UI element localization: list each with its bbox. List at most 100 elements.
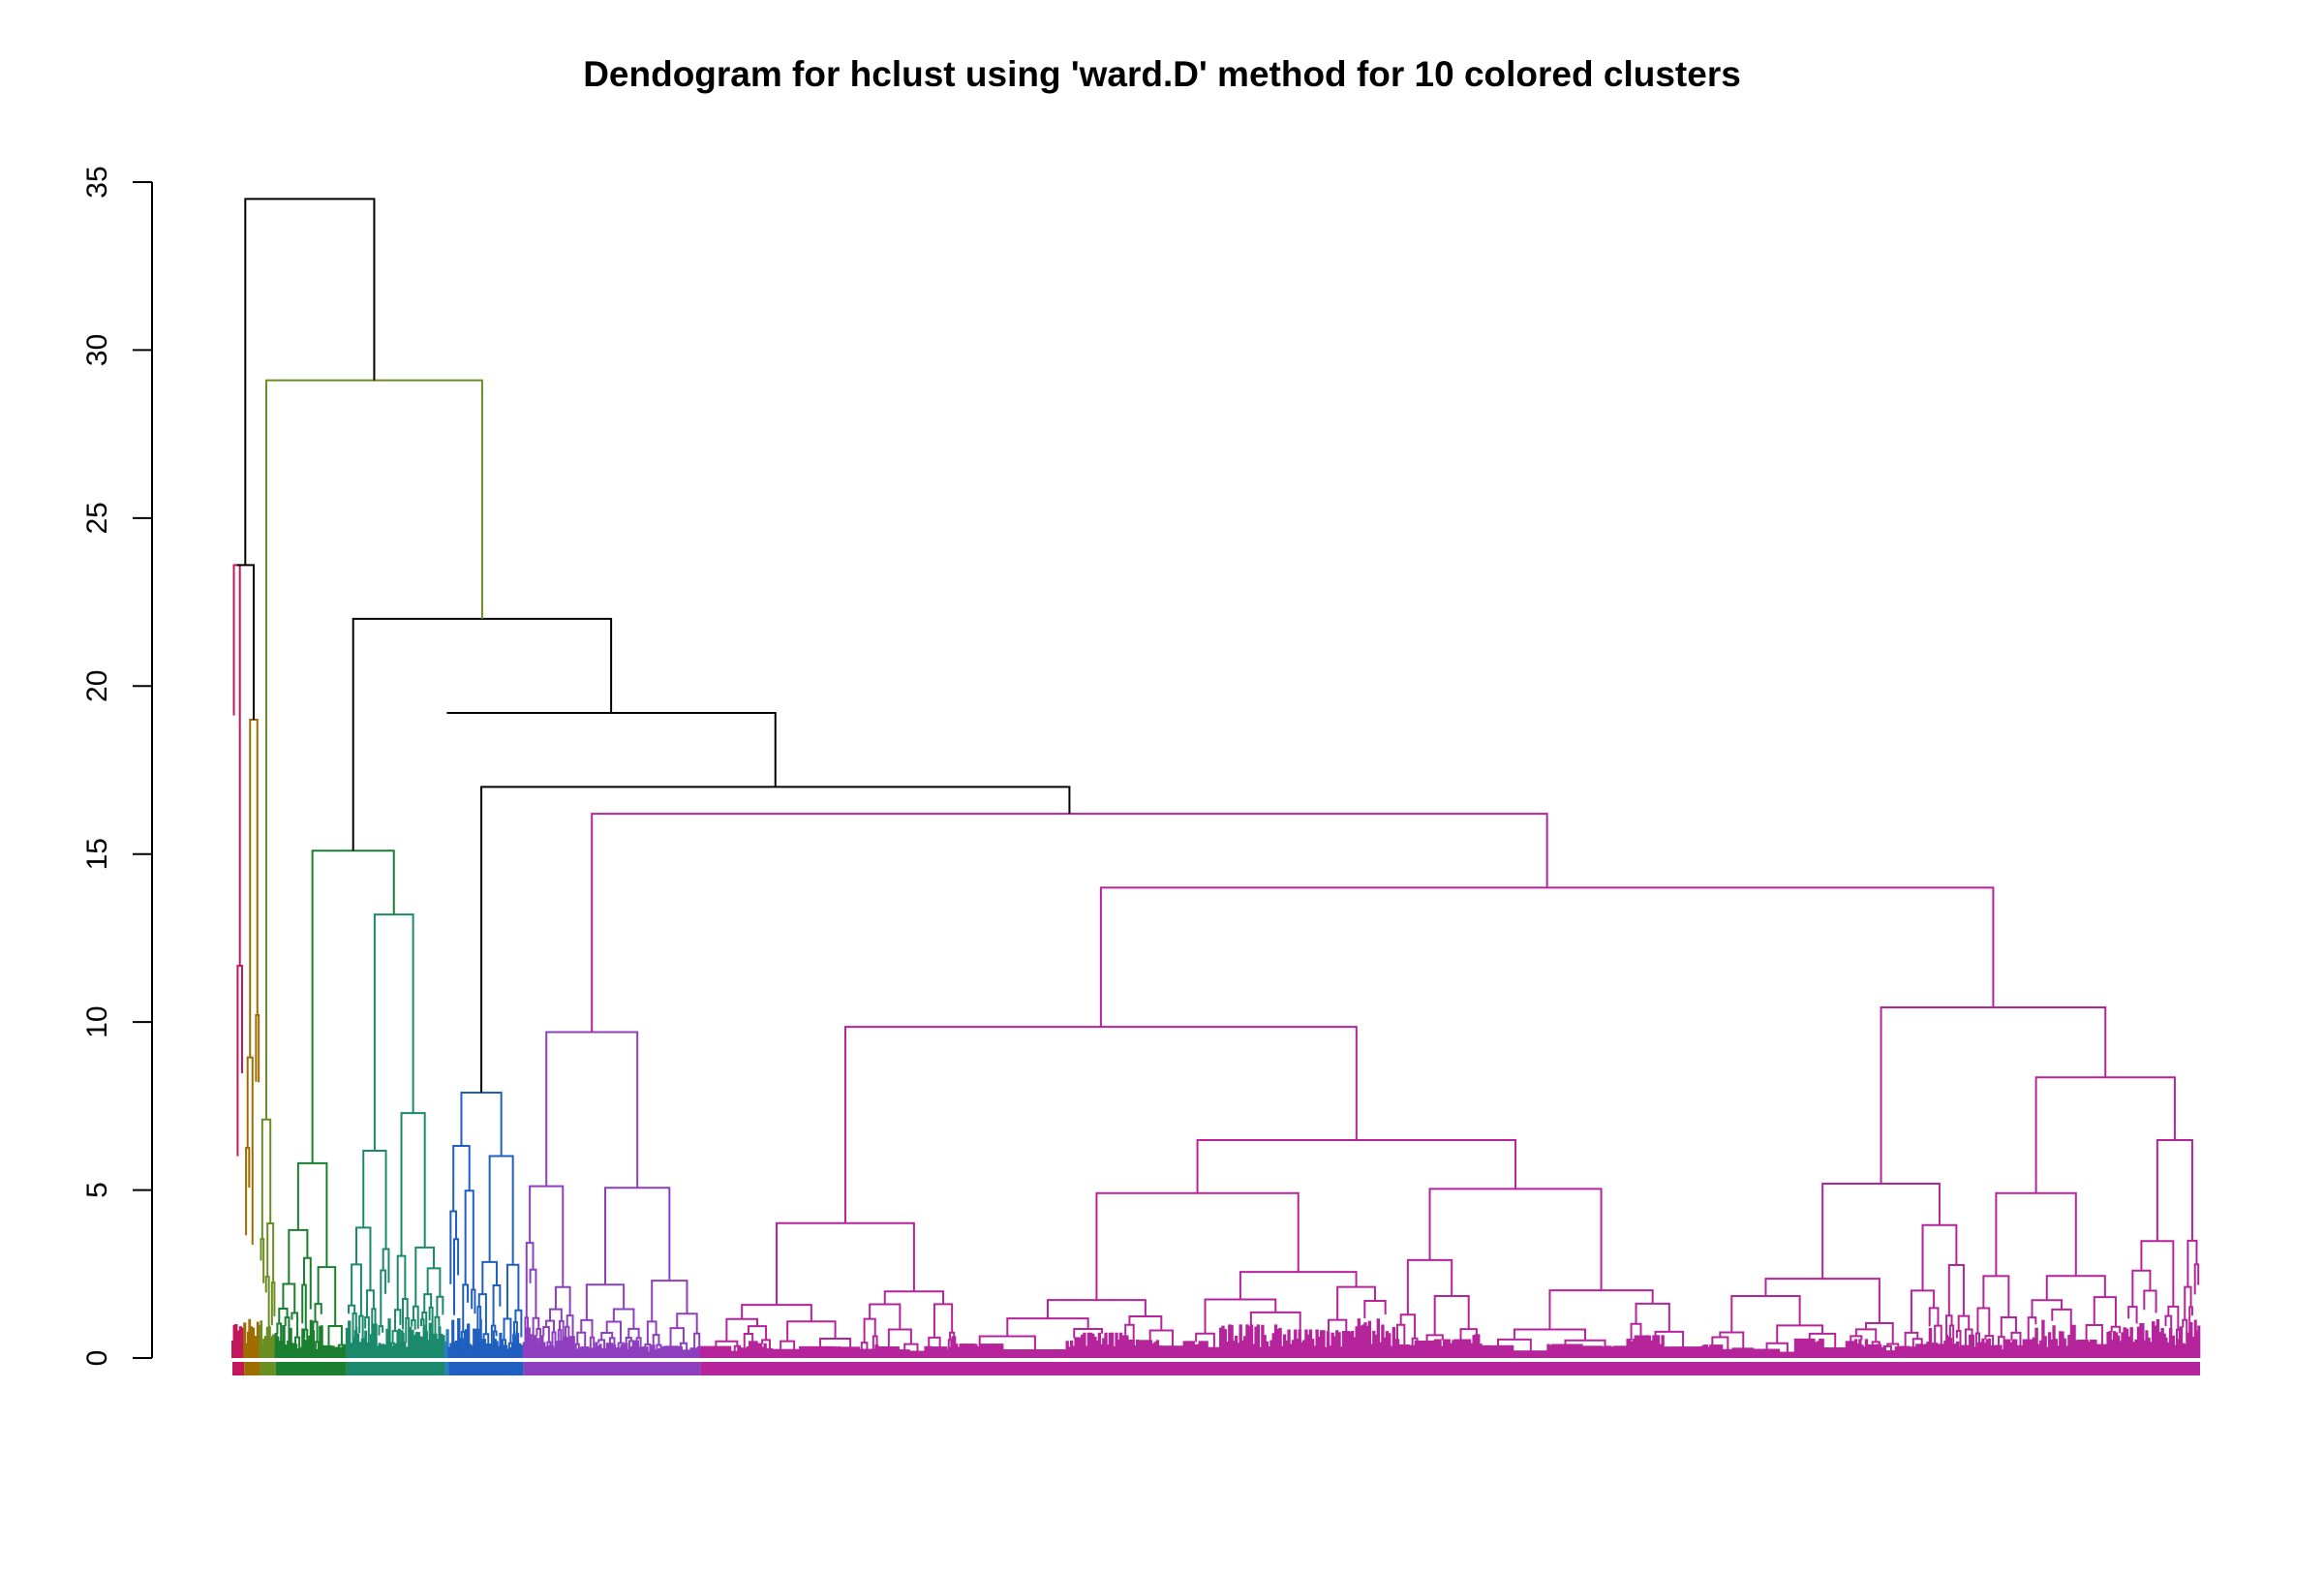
leaf-link: [1924, 1343, 1928, 1358]
dendrogram-link: [1982, 1275, 2010, 1318]
leaf-link: [1391, 1326, 1396, 1358]
leaf-link: [1151, 1343, 1155, 1358]
leaf-link: [1647, 1335, 1652, 1358]
leaf-link: [1234, 1335, 1238, 1358]
leaf-link: [1562, 1343, 1566, 1358]
leaf-link: [824, 1345, 828, 1358]
leaf-link: [467, 1323, 471, 1358]
leaf-link: [1472, 1335, 1476, 1358]
leaf-link: [2061, 1331, 2064, 1358]
leaf-link: [1720, 1344, 1724, 1358]
leaf-link: [1121, 1335, 1125, 1358]
leaf-link: [1041, 1348, 1046, 1358]
leaf-link: [1487, 1344, 1492, 1358]
leaf-link: [1194, 1343, 1198, 1358]
y-tick-label: 0: [81, 1350, 113, 1367]
leaf-link: [1477, 1334, 1481, 1358]
leaf-link: [833, 1345, 837, 1358]
dendrogram-link: [471, 1288, 476, 1314]
leaf-link: [2134, 1339, 2138, 1358]
leaf-link: [1966, 1344, 1971, 1358]
leaf-link: [1289, 1343, 1293, 1358]
leaf-link: [1153, 1342, 1157, 1358]
leaf-color-segment: [346, 1362, 445, 1375]
leaf-link: [1063, 1348, 1067, 1358]
leaf-link: [748, 1341, 752, 1358]
leaf-link: [681, 1349, 686, 1358]
leaf-link: [1532, 1350, 1536, 1358]
leaf-link: [2018, 1344, 2022, 1358]
leaf-link: [1433, 1339, 1438, 1358]
leaf-link: [1131, 1340, 1135, 1358]
leaf-link: [885, 1346, 889, 1358]
leaf-link: [2089, 1340, 2094, 1358]
leaf-link: [1819, 1339, 1822, 1358]
leaf-link: [2179, 1326, 2184, 1358]
dendrogram-link: [566, 1314, 574, 1338]
dendrogram-link: [1921, 1223, 1958, 1291]
leaf-link: [1757, 1348, 1760, 1358]
leaf-link: [1876, 1343, 1880, 1358]
leaf-link: [1145, 1340, 1148, 1358]
leaf-link: [1385, 1331, 1390, 1358]
leaf-link: [1165, 1345, 1169, 1358]
leaf-link: [666, 1345, 670, 1358]
leaf-link: [2112, 1331, 2117, 1358]
leaf-link: [1985, 1339, 1989, 1358]
leaf-link: [260, 1320, 263, 1358]
leaf-link: [1960, 1344, 1965, 1358]
leaf-link: [732, 1350, 736, 1358]
leaf-link: [2056, 1345, 2061, 1358]
leaf-link: [758, 1343, 763, 1358]
leaf-link: [2085, 1340, 2089, 1358]
dendrogram-link: [887, 1328, 912, 1348]
leaf-link: [251, 1327, 256, 1358]
leaf-link: [1983, 1343, 1987, 1358]
leaf-link: [1037, 1348, 1041, 1358]
leaf-link: [1004, 1348, 1008, 1358]
dendrogram-tree: [231, 198, 2201, 1358]
y-axis: 0 5 10 15 20 25 30 35: [81, 166, 153, 1367]
leaf-link: [1770, 1348, 1774, 1358]
dendrogram-link: [434, 1315, 441, 1335]
dendrogram-link: [597, 1339, 606, 1349]
dendrogram-link: [1399, 1313, 1417, 1339]
leaf-link: [694, 1347, 698, 1358]
leaf-link: [2067, 1334, 2071, 1358]
leaf-link: [1678, 1346, 1683, 1358]
leaf-link: [520, 1344, 524, 1358]
dendrogram-link: [786, 1320, 837, 1342]
leaf-link: [971, 1343, 976, 1358]
leaf-link: [1516, 1350, 1521, 1358]
dendrogram-link: [245, 1147, 251, 1236]
dendrogram-link: [414, 1246, 436, 1307]
leaf-link: [1885, 1350, 1889, 1358]
leaf-link: [1020, 1348, 1024, 1358]
leaf-link: [1440, 1345, 1445, 1358]
leaf-link: [1315, 1329, 1319, 1358]
leaf-link: [1171, 1345, 1176, 1358]
leaf-color-segment: [232, 1362, 245, 1375]
leaf-link: [1304, 1329, 1308, 1358]
leaf-link: [822, 1345, 826, 1358]
leaf-link: [1265, 1341, 1269, 1358]
leaf-link: [872, 1348, 876, 1358]
leaf-link: [2097, 1343, 2101, 1358]
leaf-link: [1805, 1338, 1809, 1358]
leaf-link: [935, 1346, 939, 1358]
leaf-link: [1006, 1348, 1011, 1358]
leaf-link: [385, 1328, 389, 1358]
leaf-link: [2127, 1336, 2131, 1358]
leaf-link: [1470, 1343, 1474, 1358]
dendrogram-link: [693, 1332, 701, 1349]
leaf-link: [765, 1347, 770, 1358]
leaf-link: [1941, 1343, 1945, 1358]
leaf-link: [1869, 1343, 1873, 1358]
leaf-link: [2054, 1339, 2058, 1358]
leaf-link: [1921, 1343, 1926, 1358]
leaf-link: [1104, 1332, 1108, 1358]
leaf-link: [890, 1346, 894, 1358]
leaf-link: [894, 1346, 898, 1358]
leaf-link: [1590, 1345, 1595, 1358]
leaf-link: [774, 1348, 778, 1358]
